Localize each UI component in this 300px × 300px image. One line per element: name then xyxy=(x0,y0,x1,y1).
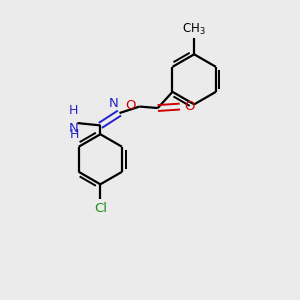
Text: Cl: Cl xyxy=(94,202,107,215)
Text: O: O xyxy=(125,100,136,112)
Text: H: H xyxy=(69,103,79,117)
Text: O: O xyxy=(184,100,195,113)
Text: CH$_3$: CH$_3$ xyxy=(182,22,206,37)
Text: N: N xyxy=(108,97,118,110)
Text: N: N xyxy=(69,122,79,135)
Text: H: H xyxy=(70,128,79,141)
